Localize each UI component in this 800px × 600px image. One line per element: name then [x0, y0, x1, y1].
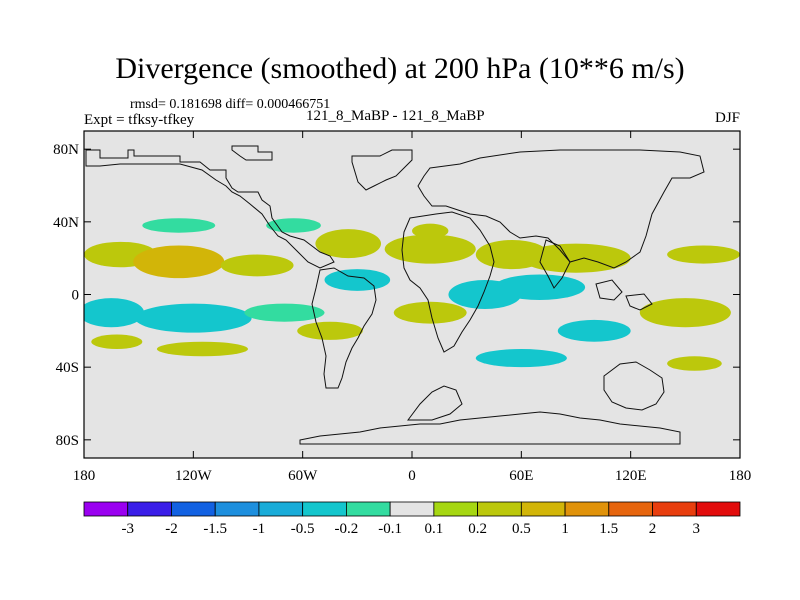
colorbar-swatch [652, 501, 697, 517]
field-anomaly-22 [667, 245, 740, 264]
divergence-field [84, 218, 740, 371]
colorbar-label: -3 [121, 521, 134, 537]
colorbar-swatch [214, 501, 260, 517]
field-anomaly-10 [315, 229, 382, 259]
field-anomaly-23 [667, 356, 722, 371]
colorbar-label: 2 [649, 521, 657, 537]
x-tick-label: 180 [73, 468, 96, 484]
colorbar-swatch [389, 501, 435, 517]
x-tick-label: 180 [729, 468, 752, 484]
map-background [84, 131, 740, 458]
colorbar-swatch [520, 501, 566, 517]
continent-outlines [85, 145, 705, 445]
field-anomaly-9 [266, 218, 321, 233]
field-anomaly-24 [412, 223, 449, 239]
colorbar-swatch [608, 501, 653, 517]
colorbar-label: 0.1 [424, 521, 443, 537]
field-anomaly-3 [84, 298, 145, 328]
colorbar-swatch [127, 501, 172, 517]
field-anomaly-19 [557, 319, 631, 342]
field-anomaly-2 [220, 254, 294, 277]
colorbar-swatch [83, 501, 129, 517]
field-anomaly-17 [521, 243, 631, 273]
colorbar-swatch [433, 501, 479, 517]
experiment-label: Expt = tfksy-tfkey [84, 112, 195, 128]
field-anomaly-4 [135, 303, 252, 333]
colorbar-label: 1.5 [599, 521, 618, 537]
colorbar-label: -0.2 [335, 521, 359, 537]
field-anomaly-13 [384, 234, 476, 264]
colorbar-swatch [171, 501, 216, 517]
colorbar-label: -1 [253, 521, 266, 537]
colorbar: -3 -2 -1.5 -1 -0.5 -0.2 -0.1 0.1 0.2 0.5 1 1.5 2 3 [83, 501, 741, 537]
run-comparison-label: 121_8_MaBP - 121_8_MaBP [306, 108, 485, 124]
x-tick-label: 60W [288, 468, 318, 484]
x-tick-label: 0 [408, 468, 416, 484]
colorbar-label: 0.2 [468, 521, 487, 537]
field-anomaly-11 [324, 269, 391, 291]
field-anomaly-7 [156, 341, 248, 357]
chart-title: Divergence (smoothed) at 200 hPa (10**6 … [115, 52, 685, 85]
colorbar-swatch [258, 501, 304, 517]
y-tick-label: 40N [53, 215, 79, 231]
colorbar-swatch [477, 501, 522, 517]
colorbar-label: -0.1 [378, 521, 402, 537]
colorbar-label: -0.5 [291, 521, 315, 537]
x-tick-label: 120W [175, 468, 213, 484]
colorbar-label: 1 [561, 521, 569, 537]
field-anomaly-20 [475, 349, 567, 368]
field-anomaly-1 [133, 245, 225, 279]
colorbar-label: 3 [693, 521, 701, 537]
x-tick-label: 60E [509, 468, 533, 484]
y-tick-label: 80S [56, 433, 79, 449]
field-anomaly-5 [244, 303, 325, 322]
x-tick-label: 120E [615, 468, 647, 484]
field-anomaly-6 [91, 334, 143, 349]
field-anomaly-14 [393, 301, 467, 324]
field-anomaly-21 [639, 298, 731, 328]
map-axes: 180 120W 60W 0 60E 120E 180 80N 40N 0 40S 80S [53, 131, 751, 484]
y-tick-label: 80N [53, 142, 79, 158]
colorbar-label: -1.5 [203, 521, 227, 537]
colorbar-swatch [564, 501, 610, 517]
season-label: DJF [714, 110, 740, 126]
colorbar-swatch [302, 501, 347, 517]
stats-label: rmsd= 0.181698 diff= 0.000466751 [130, 97, 331, 112]
colorbar-swatch [695, 501, 741, 517]
colorbar-label: 0.5 [512, 521, 531, 537]
field-anomaly-18 [494, 274, 586, 300]
field-anomaly-12 [297, 321, 363, 340]
field-anomaly-8 [142, 218, 216, 233]
y-tick-label: 40S [56, 360, 79, 376]
y-tick-label: 0 [72, 288, 80, 304]
colorbar-label: -2 [165, 521, 178, 537]
colorbar-swatch [345, 501, 391, 517]
